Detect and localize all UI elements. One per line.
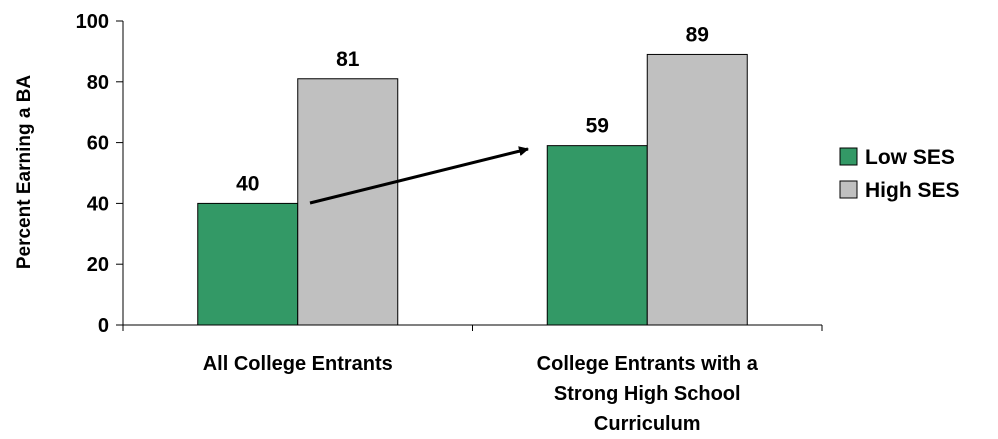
y-axis-title: Percent Earning a BA [14,75,35,270]
bar-low-ses [197,202,299,326]
y-tick-label: 20 [87,254,109,276]
y-tick-label: 60 [87,133,109,155]
y-tick-label: 40 [87,193,109,215]
legend-label: High SES [865,179,960,202]
legend-swatch [839,147,858,166]
bar-value-label: 40 [236,172,259,195]
category-label: Curriculum [594,413,701,435]
y-tick-label: 80 [87,72,109,94]
category-label: Strong High School [554,383,741,405]
y-axis-label: Percent Earning a BA [14,75,35,270]
bars [197,53,748,326]
data-labels: 40 81 59 89 [236,23,709,195]
category-label: College Entrants with a [537,353,759,375]
bar-value-label: 89 [686,23,709,46]
legend-label: Low SES [865,146,955,169]
legend-swatch [839,180,858,199]
bar-low-ses [546,145,648,326]
category-label: All College Entrants [203,353,393,375]
y-tick-label: 100 [76,11,109,33]
category-labels: All College Entrants College Entrants wit… [203,353,759,435]
bar-high-ses [646,53,748,326]
bar-value-label: 81 [336,48,360,71]
trend-arrow [309,146,529,205]
y-tick-label: 0 [98,315,109,337]
legend: Low SES High SES [839,146,960,202]
bar-value-label: 59 [586,115,609,138]
